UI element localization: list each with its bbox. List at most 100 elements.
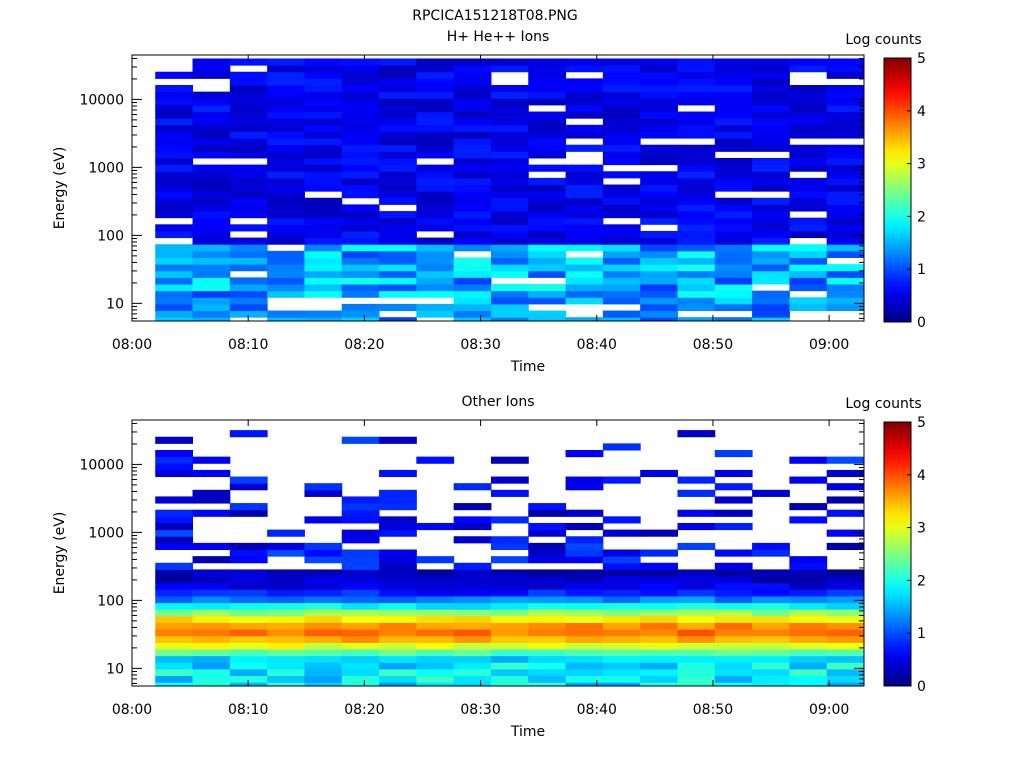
heatmap-cell — [752, 171, 790, 179]
heatmap-cell — [565, 615, 604, 623]
heatmap-cell — [752, 629, 790, 637]
heatmap-cell — [826, 682, 864, 686]
heatmap-cell — [528, 655, 567, 663]
heatmap-cell — [565, 549, 604, 557]
heatmap-cell — [453, 297, 492, 305]
heatmap-cell — [267, 284, 305, 292]
heatmap-cell — [379, 284, 417, 292]
heatmap-cell — [565, 58, 604, 66]
heatmap-cell — [789, 164, 828, 172]
heatmap-cell — [192, 131, 231, 139]
heatmap-cell — [416, 211, 455, 219]
heatmap-cell — [192, 682, 231, 686]
heatmap-cell — [565, 682, 604, 686]
heatmap-cell — [192, 98, 231, 106]
heatmap-cell — [155, 138, 194, 146]
heatmap-cell — [490, 224, 529, 232]
heatmap-cell — [528, 65, 567, 73]
heatmap-cell — [416, 589, 455, 597]
heatmap-cell — [826, 65, 864, 73]
heatmap-cell — [789, 224, 828, 232]
heatmap-cell — [155, 224, 194, 232]
heatmap-cell — [640, 629, 678, 637]
heatmap-cell — [602, 91, 641, 99]
heatmap-cell — [304, 124, 343, 132]
heatmap-cell — [379, 124, 417, 132]
heatmap-cell — [453, 131, 492, 139]
heatmap-cell — [341, 138, 380, 146]
heatmap-cell — [416, 217, 455, 225]
heatmap-cell — [267, 58, 305, 66]
heatmap-cell — [341, 237, 380, 245]
heatmap-cell — [565, 622, 604, 630]
heatmap-cell — [341, 171, 380, 179]
heatmap-cell — [453, 310, 492, 318]
heatmap-cell — [565, 65, 604, 73]
heatmap-cell — [528, 615, 567, 623]
heatmap-cell — [528, 622, 567, 630]
heatmap-cell — [155, 290, 194, 298]
heatmap-cell — [192, 284, 231, 292]
heatmap-cell — [379, 184, 417, 192]
heatmap-cell — [341, 250, 380, 258]
heatmap-cell — [453, 277, 492, 285]
heatmap-cell — [752, 582, 790, 590]
heatmap-cell — [677, 317, 716, 321]
heatmap-cell — [155, 111, 194, 119]
heatmap-cell — [155, 655, 194, 663]
heatmap-cell — [565, 483, 604, 491]
heatmap-cell — [677, 290, 716, 298]
heatmap-cell — [677, 582, 716, 590]
heatmap-cell — [714, 297, 753, 305]
heatmap-cell — [677, 85, 716, 93]
heatmap-cell — [826, 542, 864, 551]
heatmap-cell — [490, 622, 529, 630]
heatmap-cell — [379, 164, 417, 172]
heatmap-cell — [379, 662, 417, 670]
heatmap-cell — [714, 157, 753, 166]
heatmap-cell — [714, 655, 753, 663]
x-tick-label: 09:00 — [809, 337, 849, 353]
heatmap-cell — [304, 131, 343, 139]
heatmap-cell — [528, 250, 567, 258]
heatmap-cell — [714, 131, 753, 139]
heatmap-cell — [826, 244, 864, 252]
heatmap-cell — [155, 456, 194, 464]
heatmap-cell — [416, 569, 455, 577]
heatmap-cell — [304, 144, 343, 152]
heatmap-cell — [826, 237, 864, 245]
heatmap-cell — [789, 576, 828, 584]
heatmap-cell — [528, 131, 567, 139]
heatmap-cell — [789, 562, 828, 570]
heatmap-cell — [341, 257, 380, 265]
heatmap-cell — [714, 58, 753, 66]
heatmap-cell — [155, 297, 194, 305]
heatmap-cell — [752, 184, 790, 192]
heatmap-cell — [192, 649, 231, 657]
heatmap-cell — [826, 483, 864, 491]
heatmap-cell — [341, 317, 380, 321]
heatmap-cell — [379, 157, 417, 166]
colorbar-label: Log counts — [845, 396, 921, 412]
heatmap-cell — [677, 111, 716, 119]
heatmap-cell — [602, 138, 641, 146]
heatmap-cell — [379, 118, 417, 126]
heatmap-cell — [416, 104, 455, 113]
heatmap-cell — [826, 456, 864, 464]
heatmap-cell — [714, 164, 753, 172]
heatmap-cell — [826, 655, 864, 663]
heatmap-cell — [565, 237, 604, 245]
heatmap-cell — [192, 635, 231, 643]
heatmap-cell — [267, 609, 305, 617]
heatmap-cell — [640, 655, 678, 663]
y-axis-label: Energy (eV) — [52, 147, 68, 230]
heatmap-cell — [565, 85, 604, 93]
heatmap-cell — [752, 489, 790, 497]
heatmap-cell — [416, 556, 455, 564]
heatmap-cell — [192, 191, 231, 199]
heatmap-cell — [416, 655, 455, 663]
heatmap-cell — [267, 171, 305, 179]
heatmap-cell — [789, 642, 828, 650]
y-tick-label: 10000 — [79, 92, 124, 108]
